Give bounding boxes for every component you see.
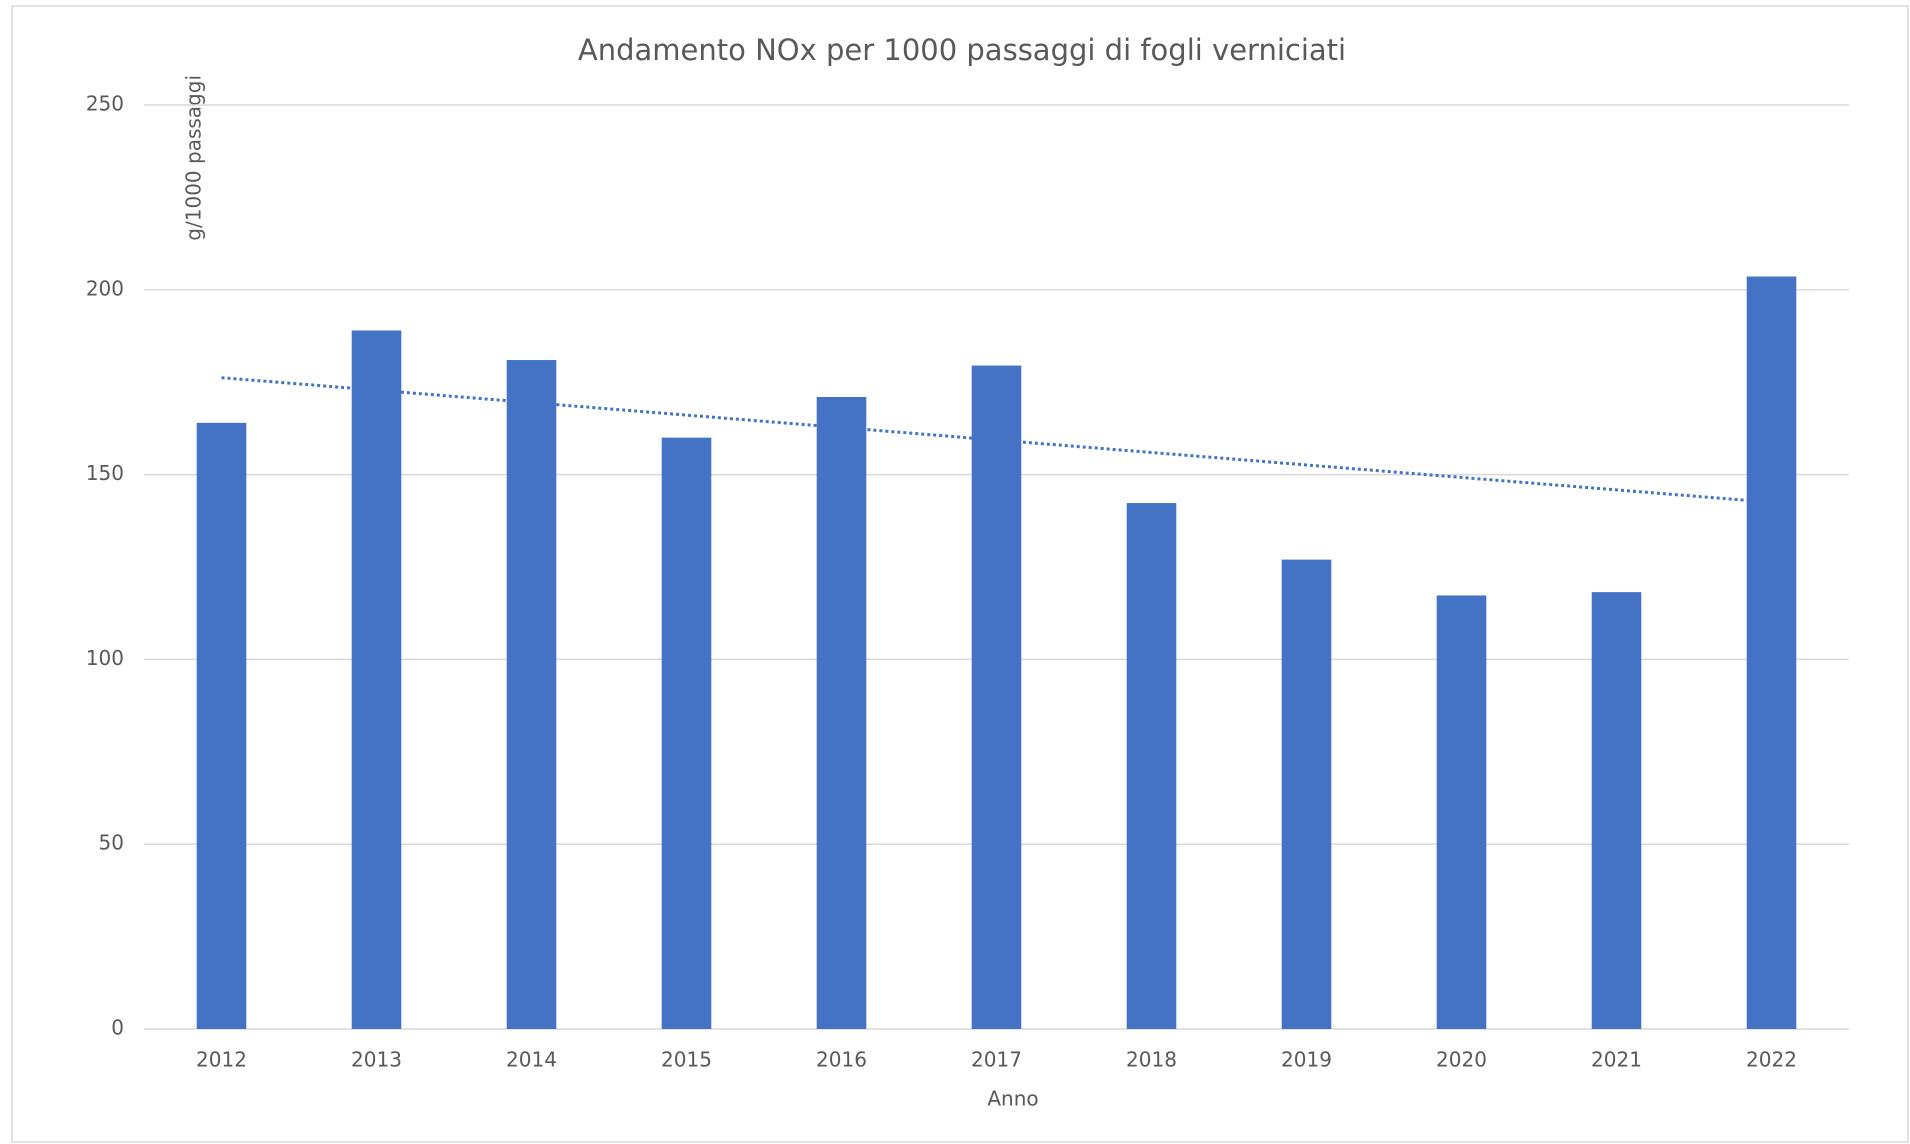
x-tick-label: 2018	[1126, 1048, 1177, 1072]
bar	[1281, 559, 1332, 1029]
x-tick-label: 2013	[351, 1048, 402, 1072]
bar	[506, 360, 557, 1029]
bar	[661, 437, 712, 1029]
bar	[816, 396, 867, 1029]
y-tick-label: 250	[86, 92, 124, 116]
x-tick-label: 2021	[1591, 1048, 1642, 1072]
x-tick-label: 2015	[661, 1048, 712, 1072]
y-tick-label: 50	[99, 831, 124, 855]
x-axis-title: Anno	[987, 1087, 1038, 1111]
bar	[1436, 595, 1487, 1029]
y-tick-label: 0	[111, 1016, 124, 1040]
x-tick-label: 2019	[1281, 1048, 1332, 1072]
y-axis-title: g/1000 passaggi	[182, 75, 206, 241]
bar	[196, 422, 247, 1030]
chart-title: Andamento NOx per 1000 passaggi di fogli…	[578, 33, 1346, 67]
bar	[1591, 592, 1642, 1029]
y-tick-label: 150	[86, 461, 124, 485]
x-tick-label: 2022	[1746, 1048, 1797, 1072]
bar	[971, 365, 1022, 1029]
x-tick-label: 2020	[1436, 1048, 1487, 1072]
y-tick-label: 200	[86, 276, 124, 300]
y-tick-label: 100	[86, 646, 124, 670]
bar	[1126, 503, 1177, 1029]
x-tick-label: 2014	[506, 1048, 557, 1072]
bar	[1746, 276, 1797, 1029]
trendline	[221, 376, 1772, 504]
bar	[351, 330, 402, 1029]
x-tick-label: 2017	[971, 1048, 1022, 1072]
x-tick-label: 2012	[196, 1048, 247, 1072]
x-tick-label: 2016	[816, 1048, 867, 1072]
